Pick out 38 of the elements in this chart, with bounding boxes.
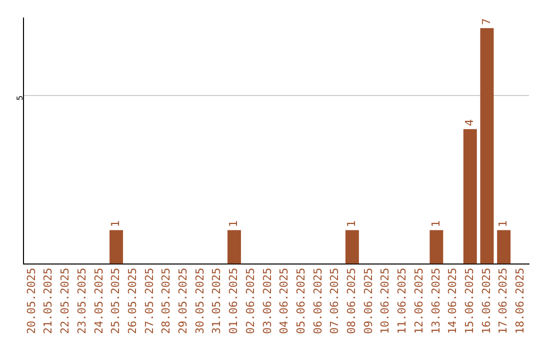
data-label: 1: [345, 220, 358, 228]
x-tick-label: 16.06.2025: [480, 268, 493, 334]
x-tick-label: 06.06.2025: [311, 268, 324, 334]
x-tick-label: 21.05.2025: [42, 268, 55, 334]
x-tick-label: 28.05.2025: [160, 268, 173, 334]
x-tick-label: 30.05.2025: [193, 268, 206, 334]
data-label: 1: [109, 220, 122, 228]
x-tick-label: 09.06.2025: [362, 268, 375, 334]
x-tick-label: 01.06.2025: [227, 268, 240, 334]
x-tick-label: 12.06.2025: [412, 268, 426, 334]
x-tick-label: 07.06.2025: [328, 268, 342, 334]
data-label: 1: [429, 220, 442, 228]
x-tick-label: 31.05.2025: [210, 268, 224, 334]
x-tick-label: 18.06.2025: [514, 268, 527, 334]
data-label: 7: [480, 18, 493, 26]
y-tick-label: 5: [16, 95, 25, 101]
x-tick-label: 02.06.2025: [244, 268, 257, 334]
x-tick-label: 23.05.2025: [75, 268, 88, 334]
x-tick-label: 05.06.2025: [294, 268, 308, 334]
x-tick-label: 22.05.2025: [58, 268, 72, 334]
x-tick-label: 11.06.2025: [396, 268, 409, 334]
x-tick-label: 08.06.2025: [345, 268, 358, 334]
x-tick-label: 15.06.2025: [462, 268, 476, 334]
x-tick-label: 03.06.2025: [260, 268, 274, 334]
data-label: 1: [227, 220, 240, 228]
x-tick-label: 25.05.2025: [109, 268, 122, 334]
x-tick-label: 27.05.2025: [142, 268, 156, 334]
x-tick-label: 13.06.2025: [429, 268, 442, 334]
x-tick-label: 14.06.2025: [446, 268, 460, 334]
x-tick-label: 04.06.2025: [278, 268, 291, 334]
x-tick-label: 29.05.2025: [176, 268, 190, 334]
x-tick-label: 26.05.2025: [126, 268, 139, 334]
x-tick-label: 10.06.2025: [378, 268, 392, 334]
data-label: 4: [462, 119, 476, 126]
data-label: 1: [496, 220, 510, 228]
x-tick-label: 17.06.2025: [496, 268, 510, 334]
x-tick-label: 20.05.2025: [24, 268, 38, 334]
x-tick-label: 24.05.2025: [92, 268, 106, 334]
